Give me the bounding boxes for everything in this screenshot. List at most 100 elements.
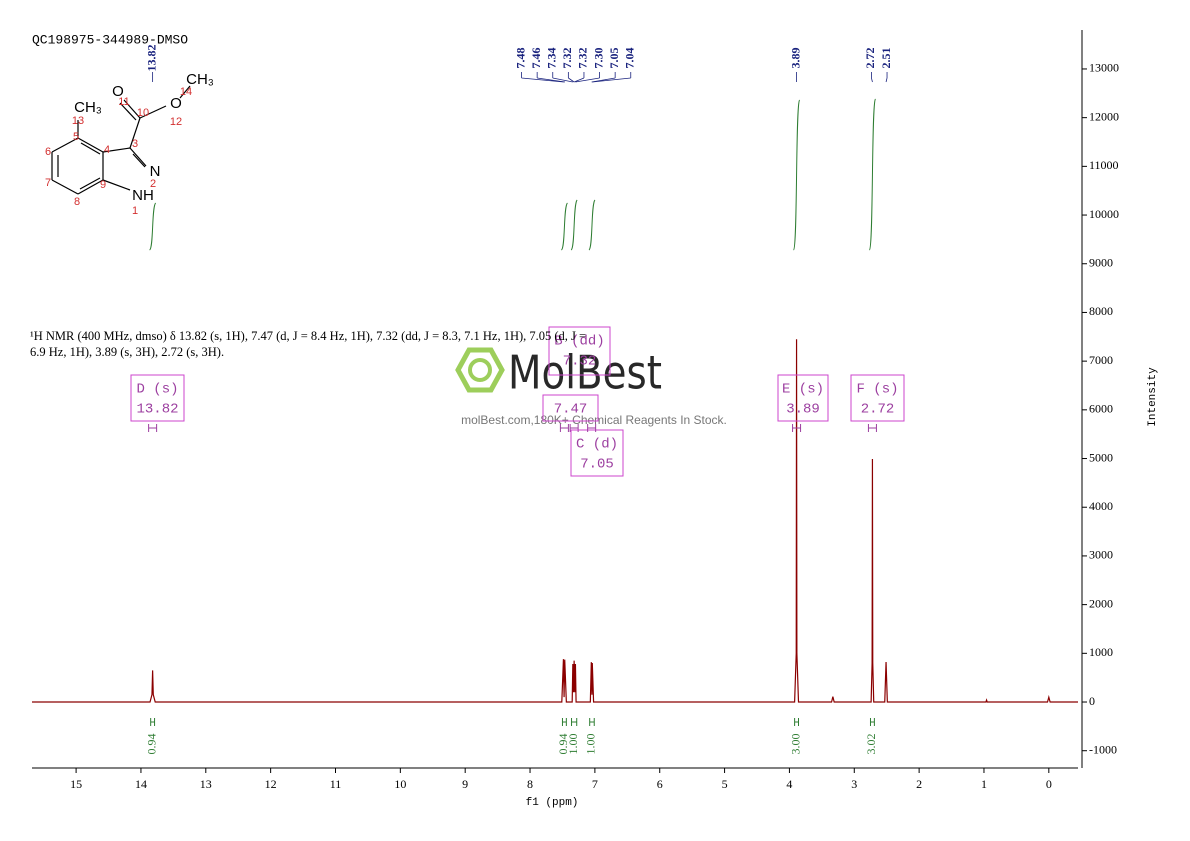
- atom-label: CH₃: [186, 71, 214, 88]
- y-tick-label: 4000: [1089, 499, 1113, 513]
- atom-label: O: [170, 95, 182, 112]
- multiplet-box: [570, 429, 624, 477]
- peak-label: 7.32: [576, 48, 590, 69]
- x-tick-label: 14: [135, 777, 147, 791]
- logo-hexagon: [455, 347, 505, 393]
- peak-label: 7.34: [545, 48, 559, 69]
- multiplet-shift: 7.05: [580, 457, 614, 473]
- watermark-tagline: molBest.com,180K+ Chemical Reagents In S…: [461, 413, 727, 427]
- peak-label: 7.46: [529, 48, 543, 69]
- integral-curve: [560, 202, 568, 251]
- integral-label: 3.02: [864, 734, 878, 755]
- peak-pointer: [536, 72, 566, 83]
- bond: [77, 179, 104, 195]
- logo-circle: [468, 358, 492, 382]
- x-tick-label: 8: [527, 777, 533, 791]
- multiplet-box: [850, 374, 905, 422]
- atom-label: N: [150, 163, 161, 180]
- multiplet-name: C (d): [576, 437, 618, 453]
- y-axis-label: Intensity: [1147, 367, 1159, 427]
- multiplet-box: [548, 326, 611, 376]
- atom-number: 4: [104, 144, 110, 156]
- multiplet-shift: 3.89: [786, 402, 820, 418]
- multiplet-shift: 13.82: [136, 402, 178, 418]
- multiplet-shift: 7.32: [563, 354, 597, 370]
- peak-label: 7.30: [591, 48, 605, 69]
- peak-label: 7.04: [623, 48, 637, 69]
- chart-title: QC198975-344989-DMSO: [32, 32, 188, 47]
- peak-label: 2.51: [879, 48, 893, 69]
- y-tick-label: 12000: [1089, 109, 1119, 123]
- atom-number: 9: [100, 179, 106, 191]
- peak-pointer: [567, 72, 575, 83]
- x-tick-label: 7: [592, 777, 598, 791]
- y-tick-label: 3000: [1089, 548, 1113, 562]
- multiplet-name: B (dd): [554, 334, 604, 350]
- watermark-brand: MolBest: [508, 346, 662, 400]
- y-tick-label: 6000: [1089, 402, 1113, 416]
- atom-number: 12: [170, 116, 182, 128]
- spectrum-line: [32, 339, 1078, 703]
- x-tick-label: 3: [851, 777, 857, 791]
- y-tick-label: 1000: [1089, 645, 1113, 659]
- x-tick-label: 13: [200, 777, 212, 791]
- watermark-logo: [455, 347, 505, 393]
- atom-number: 6: [45, 146, 51, 158]
- atom-label: O: [112, 83, 124, 100]
- bond: [129, 147, 147, 167]
- bond: [80, 142, 101, 155]
- integral-curve: [149, 202, 157, 251]
- integral-label: 3.00: [788, 734, 802, 755]
- peak-pointer: [592, 72, 632, 83]
- atom-number: 8: [74, 196, 80, 208]
- multiplet-marker: [587, 424, 597, 432]
- atom-number: 3: [132, 138, 138, 150]
- y-tick-label: 7000: [1089, 353, 1113, 367]
- bond: [119, 102, 137, 121]
- integral-label: 0.94: [144, 734, 158, 755]
- bond: [129, 117, 141, 149]
- y-tick-label: 11000: [1089, 158, 1119, 172]
- peak-pointer: [521, 72, 564, 83]
- multiplet-shift: 2.72: [861, 402, 895, 418]
- integral-label: 0.94: [556, 734, 570, 755]
- integral-bracket: [561, 718, 567, 726]
- integral-bracket: [589, 718, 595, 726]
- x-tick-label: 12: [265, 777, 277, 791]
- atom-label: NH: [132, 187, 154, 204]
- x-tick-label: 15: [70, 777, 82, 791]
- multiplet-box: [130, 374, 185, 422]
- integral-label: 1.00: [584, 734, 598, 755]
- x-tick-label: 9: [462, 777, 468, 791]
- y-tick-label: 0: [1089, 694, 1095, 708]
- multiplet-name: D (s): [136, 382, 178, 398]
- y-tick-label: 2000: [1089, 596, 1113, 610]
- peak-pointer: [573, 72, 585, 83]
- integral-bracket: [794, 718, 800, 726]
- multiplet-marker: [867, 424, 877, 432]
- multiplet-box: [542, 394, 599, 422]
- x-tick-label: 11: [330, 777, 342, 791]
- x-tick-label: 5: [722, 777, 728, 791]
- atom-number: 14: [180, 86, 192, 98]
- integral-bracket: [571, 718, 578, 726]
- x-tick-label: 10: [394, 777, 406, 791]
- bond: [132, 153, 146, 168]
- multiplet-marker: [559, 424, 569, 432]
- bond: [51, 179, 79, 195]
- atom-number: 5: [73, 131, 79, 143]
- integral-bracket: [150, 718, 156, 726]
- x-tick-label: 1: [981, 777, 987, 791]
- peak-label: 7.48: [513, 48, 527, 69]
- y-tick-label: 13000: [1089, 61, 1119, 75]
- bond: [51, 137, 79, 153]
- y-tick-label: 9000: [1089, 255, 1113, 269]
- nmr-description: ¹H NMR (400 MHz, dmso) δ 13.82 (s, 1H), …: [30, 329, 587, 359]
- atom-number: 1: [132, 205, 138, 217]
- peak-pointer: [885, 72, 888, 83]
- x-tick-label: 0: [1046, 777, 1052, 791]
- atom-number: 13: [72, 115, 84, 127]
